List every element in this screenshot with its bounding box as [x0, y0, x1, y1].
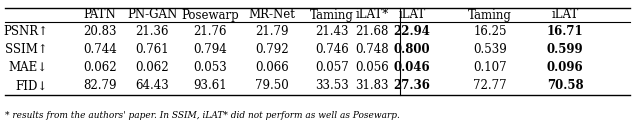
Text: PSNR↑: PSNR↑ — [3, 25, 48, 38]
Text: 70.58: 70.58 — [547, 79, 583, 92]
Text: 31.83: 31.83 — [355, 79, 388, 92]
Text: 82.79: 82.79 — [83, 79, 116, 92]
Text: 21.43: 21.43 — [316, 25, 349, 38]
Text: 16.71: 16.71 — [547, 25, 583, 38]
Text: 0.748: 0.748 — [355, 43, 389, 56]
Text: 20.83: 20.83 — [83, 25, 116, 38]
Text: 0.794: 0.794 — [193, 43, 227, 56]
Text: Posewarp: Posewarp — [181, 9, 239, 21]
Text: 0.792: 0.792 — [255, 43, 289, 56]
Text: 21.76: 21.76 — [193, 25, 227, 38]
Text: 64.43: 64.43 — [135, 79, 169, 92]
Text: * results from the authors' paper. In SSIM, iLAT* did not perform as well as Pos: * results from the authors' paper. In SS… — [5, 112, 400, 121]
Text: 72.77: 72.77 — [473, 79, 507, 92]
Text: 27.36: 27.36 — [394, 79, 431, 92]
Text: 0.746: 0.746 — [315, 43, 349, 56]
Text: 33.53: 33.53 — [315, 79, 349, 92]
Text: iLAT: iLAT — [552, 9, 579, 21]
Text: 0.053: 0.053 — [193, 61, 227, 74]
Text: 21.36: 21.36 — [135, 25, 169, 38]
Text: 93.61: 93.61 — [193, 79, 227, 92]
Text: 0.744: 0.744 — [83, 43, 117, 56]
Text: 0.800: 0.800 — [394, 43, 430, 56]
Text: iLAT: iLAT — [398, 9, 426, 21]
Text: 0.062: 0.062 — [83, 61, 117, 74]
Text: 16.25: 16.25 — [473, 25, 507, 38]
Text: FID↓: FID↓ — [16, 79, 48, 92]
Text: 0.107: 0.107 — [473, 61, 507, 74]
Text: SSIM↑: SSIM↑ — [5, 43, 48, 56]
Text: iLAT*: iLAT* — [355, 9, 388, 21]
Text: 0.599: 0.599 — [547, 43, 583, 56]
Text: 0.057: 0.057 — [315, 61, 349, 74]
Text: PATN: PATN — [84, 9, 116, 21]
Text: 79.50: 79.50 — [255, 79, 289, 92]
Text: 0.539: 0.539 — [473, 43, 507, 56]
Text: MR-Net: MR-Net — [248, 9, 296, 21]
Text: 0.046: 0.046 — [394, 61, 430, 74]
Text: 0.062: 0.062 — [135, 61, 169, 74]
Text: 21.79: 21.79 — [255, 25, 289, 38]
Text: Taming: Taming — [468, 9, 512, 21]
Text: PN-GAN: PN-GAN — [127, 9, 177, 21]
Text: 21.68: 21.68 — [355, 25, 388, 38]
Text: 0.096: 0.096 — [547, 61, 583, 74]
Text: 0.066: 0.066 — [255, 61, 289, 74]
Text: Taming: Taming — [310, 9, 354, 21]
Text: MAE↓: MAE↓ — [9, 61, 48, 74]
Text: 22.94: 22.94 — [394, 25, 431, 38]
Text: 0.761: 0.761 — [135, 43, 169, 56]
Text: 0.056: 0.056 — [355, 61, 389, 74]
